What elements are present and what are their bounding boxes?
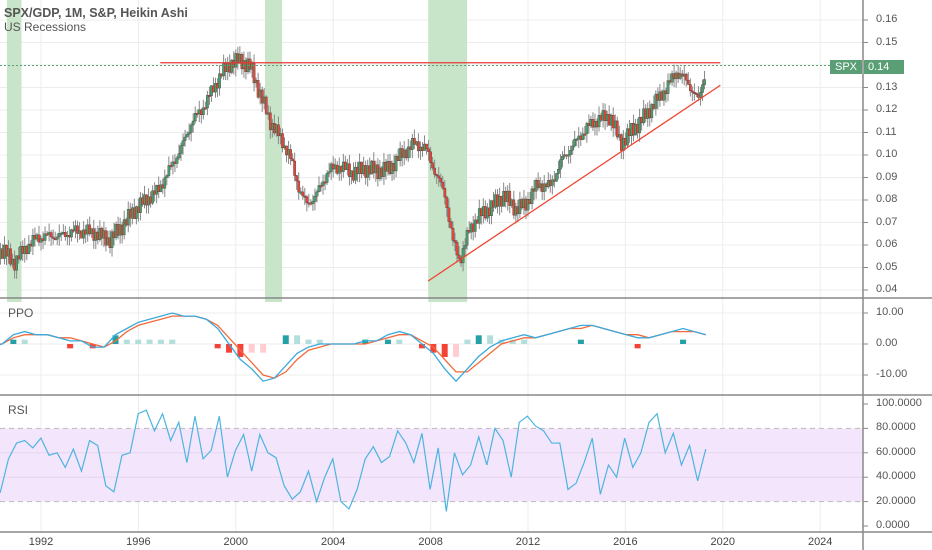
time-tick: 2024: [807, 536, 833, 548]
price-tick: 0.04: [876, 283, 898, 295]
recession-bands: [6, 0, 468, 302]
time-tick: 2020: [710, 536, 736, 548]
ppo-indicator: [0, 312, 706, 383]
rsi-tick: 60.0000: [876, 445, 916, 458]
price-tick: 0.07: [876, 215, 898, 228]
trend-lines[interactable]: [0, 62, 863, 282]
rsi-tick: 40.0000: [876, 470, 916, 483]
time-tick: 2016: [613, 536, 638, 548]
time-tick: 2012: [515, 536, 541, 548]
time-tick: 1996: [126, 536, 151, 548]
rsi-tick: 80.0000: [876, 421, 916, 434]
price-tick: 0.05: [876, 260, 898, 273]
time-tick: 1992: [28, 536, 54, 548]
rsi-indicator: [0, 409, 707, 512]
price-tick: 0.16: [876, 13, 898, 25]
price-tick: 0.15: [876, 35, 898, 48]
heikin-ashi-candles: [0, 46, 706, 279]
ppo-tick: 0.00: [876, 337, 898, 349]
rsi-tick: 20.0000: [876, 494, 916, 507]
price-tick: 0.08: [876, 193, 898, 205]
chart-title[interactable]: SPX/GDP, 1M, S&P, Heikin Ashi: [4, 6, 188, 20]
time-tick: 2008: [418, 536, 443, 548]
ppo-label[interactable]: PPO: [8, 306, 34, 320]
symbol-tag: SPX: [830, 60, 862, 74]
price-tick: 0.10: [876, 148, 898, 160]
price-tick: 0.13: [876, 80, 898, 93]
rsi-tick: 0.0000: [876, 519, 910, 531]
last-price-tag: 0.14: [864, 60, 904, 74]
rsi-label[interactable]: RSI: [8, 403, 29, 417]
time-tick: 2000: [223, 536, 249, 548]
price-tick: 0.11: [876, 125, 897, 138]
price-tick: 0.12: [876, 103, 898, 115]
time-tick: 2004: [320, 536, 346, 548]
recessions-legend[interactable]: US Recessions: [4, 20, 87, 34]
ppo-tick: -10.00: [876, 368, 908, 380]
rsi-tick: 100.0000: [876, 397, 922, 409]
price-tick: 0.09: [876, 170, 898, 183]
price-tick: 0.06: [876, 238, 898, 250]
ppo-tick: 10.00: [876, 306, 904, 318]
